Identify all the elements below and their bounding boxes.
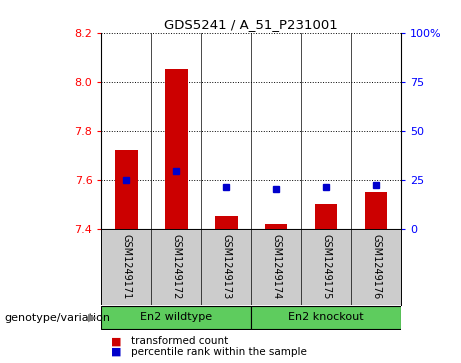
Text: ▶: ▶ [89,313,97,323]
Bar [315,204,337,229]
Text: ■: ■ [111,336,124,346]
Bar [365,192,387,229]
Bar [101,306,251,329]
Bar [115,150,138,229]
Bar [165,69,188,229]
Text: transformed count: transformed count [131,336,229,346]
Bar [215,216,237,229]
Text: genotype/variation: genotype/variation [5,313,111,323]
Text: GSM1249175: GSM1249175 [321,234,331,299]
Bar [251,306,401,329]
Bar [265,224,288,229]
Text: En2 wildtype: En2 wildtype [140,312,213,322]
Text: GSM1249173: GSM1249173 [221,234,231,299]
Text: percentile rank within the sample: percentile rank within the sample [131,347,307,357]
Text: GSM1249171: GSM1249171 [121,234,131,299]
Text: GSM1249176: GSM1249176 [371,234,381,299]
Title: GDS5241 / A_51_P231001: GDS5241 / A_51_P231001 [165,19,338,32]
Text: GSM1249174: GSM1249174 [271,234,281,299]
Text: ■: ■ [111,347,124,357]
Text: GSM1249172: GSM1249172 [171,234,181,299]
Text: En2 knockout: En2 knockout [288,312,364,322]
